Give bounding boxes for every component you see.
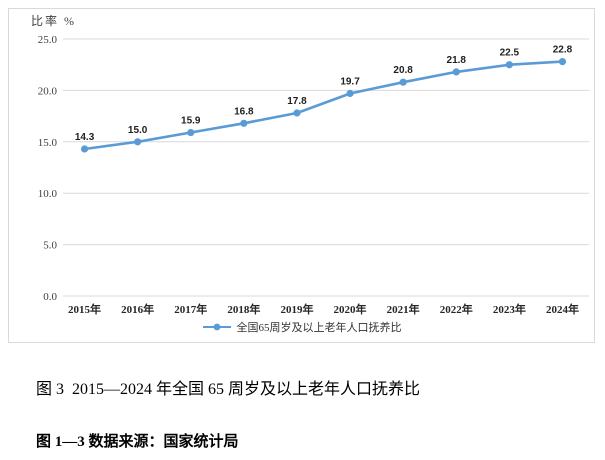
svg-text:2017年: 2017年	[174, 302, 207, 316]
svg-text:22.8: 22.8	[553, 45, 573, 56]
svg-text:10.0: 10.0	[38, 188, 58, 200]
svg-text:2020年: 2020年	[334, 302, 367, 316]
svg-text:20.8: 20.8	[393, 65, 413, 76]
chart-panel: 比率 % 0.0 5.0 10.0 15.0 20.0 25.0 2015年 2016年 201…	[8, 8, 595, 343]
legend-label: 全国65周岁及以上老年人口抚养比	[236, 322, 402, 334]
chart-legend: 全国65周岁及以上老年人口抚养比	[9, 319, 594, 335]
svg-text:14.3: 14.3	[75, 132, 95, 143]
svg-text:2019年: 2019年	[280, 302, 313, 316]
svg-text:2024年: 2024年	[546, 302, 579, 316]
svg-text:2015年: 2015年	[68, 302, 101, 316]
svg-text:16.8: 16.8	[234, 106, 254, 117]
y-axis-title: 比率 %	[31, 14, 76, 28]
svg-text:20.0: 20.0	[38, 85, 58, 97]
chart-svg: 0.0 5.0 10.0 15.0 20.0 25.0 2015年 2016年 2017年 201…	[38, 34, 589, 316]
svg-text:2021年: 2021年	[387, 302, 420, 316]
svg-text:2018年: 2018年	[227, 302, 260, 316]
svg-text:21.8: 21.8	[447, 55, 467, 66]
svg-text:15.0: 15.0	[128, 125, 148, 136]
svg-text:19.7: 19.7	[340, 76, 360, 87]
svg-text:2022年: 2022年	[440, 302, 473, 316]
data-source-note: 图 1—3 数据来源：国家统计局	[36, 434, 239, 450]
svg-text:15.9: 15.9	[181, 116, 201, 127]
svg-text:2016年: 2016年	[121, 302, 154, 316]
svg-text:25.0: 25.0	[38, 34, 58, 46]
figure-caption: 图 3 2015—2024 年全国 65 周岁及以上老年人口抚养比	[36, 381, 421, 398]
svg-text:17.8: 17.8	[287, 96, 307, 107]
svg-text:0.0: 0.0	[43, 291, 57, 303]
legend-line-icon	[202, 323, 231, 331]
svg-text:2023年: 2023年	[493, 302, 526, 316]
svg-text:15.0: 15.0	[38, 137, 58, 149]
svg-text:22.5: 22.5	[500, 48, 520, 59]
svg-text:5.0: 5.0	[43, 240, 57, 252]
